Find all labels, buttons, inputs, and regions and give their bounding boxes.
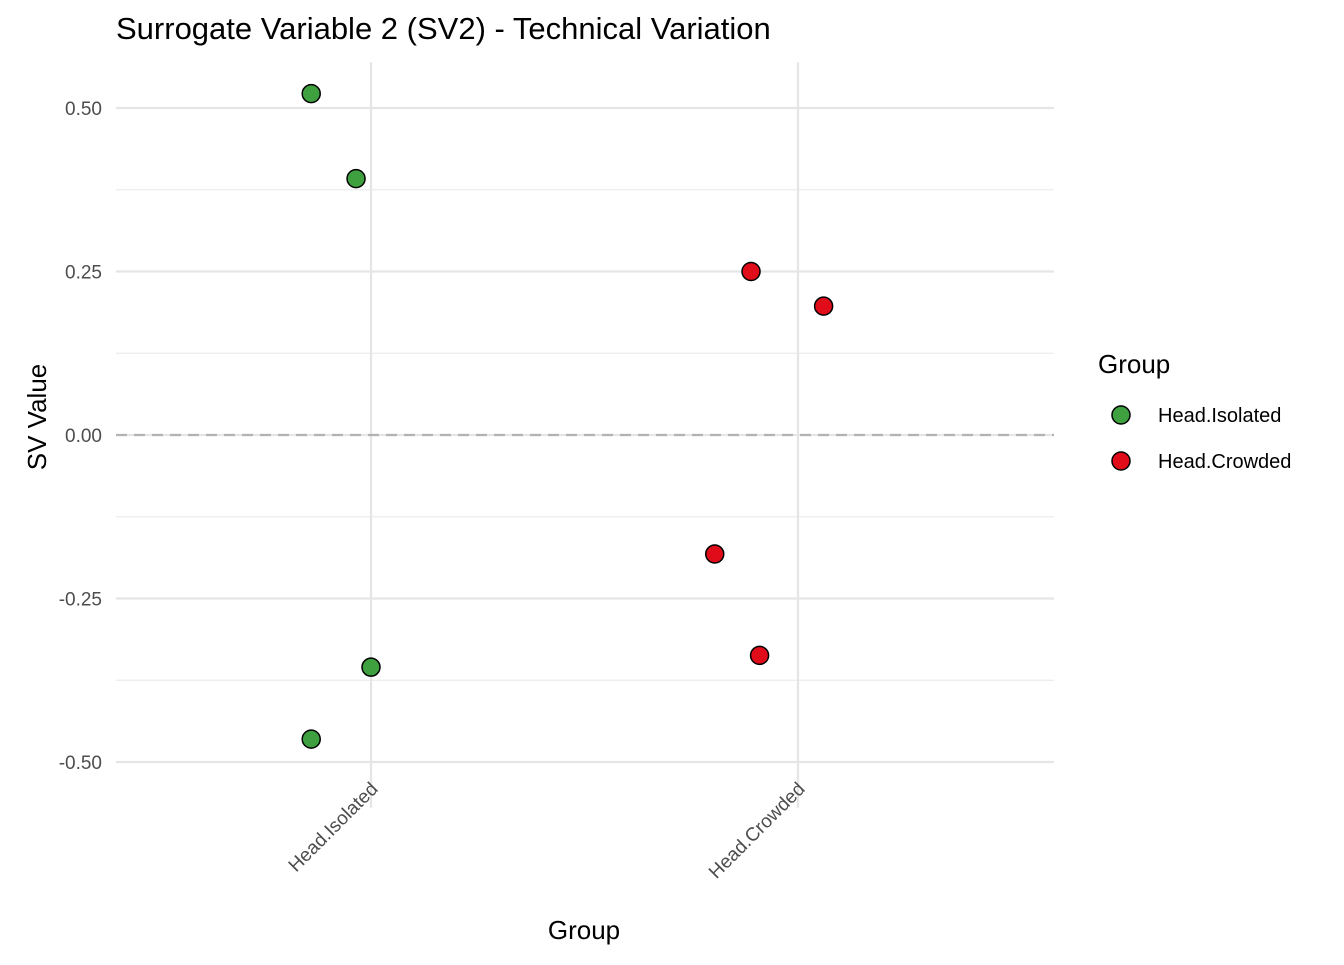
legend-marker xyxy=(1111,451,1131,471)
data-point xyxy=(741,261,761,282)
x-axis-title: Group xyxy=(548,915,620,945)
data-point xyxy=(301,83,321,104)
data-point xyxy=(704,544,725,564)
legend-label: Head.Crowded xyxy=(1158,451,1291,473)
legend-marker xyxy=(1111,405,1131,425)
x-tick-label: Head.Isolated xyxy=(285,779,383,877)
grid-layer xyxy=(116,62,1054,808)
x-tick-label: Head.Crowded xyxy=(705,779,809,883)
y-tick-label: -0.25 xyxy=(59,590,102,611)
chart-title: Surrogate Variable 2 (SV2) - Technical V… xyxy=(116,11,771,46)
axis-layer: 0.50 0.25 0.00 -0.25 -0.50 Head.Isolated Head.… xyxy=(59,99,810,883)
legend: Group Head.Isolated Head.Crowded xyxy=(1098,349,1291,473)
data-point xyxy=(813,296,834,316)
y-tick-label: 0.50 xyxy=(65,99,102,120)
points-layer xyxy=(301,83,834,749)
y-tick-label: -0.50 xyxy=(59,753,102,774)
data-point xyxy=(346,168,366,189)
y-axis-title: SV Value xyxy=(22,364,52,470)
data-point xyxy=(749,645,770,666)
data-point xyxy=(361,657,381,677)
legend-title: Group xyxy=(1098,349,1170,379)
data-point xyxy=(301,729,321,749)
y-tick-label: 0.00 xyxy=(65,426,102,447)
legend-label: Head.Isolated xyxy=(1158,405,1281,427)
y-tick-label: 0.25 xyxy=(65,263,102,284)
